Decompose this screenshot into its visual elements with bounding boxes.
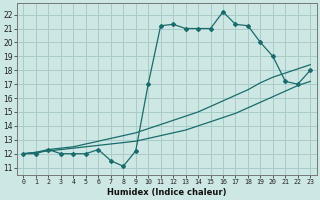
X-axis label: Humidex (Indice chaleur): Humidex (Indice chaleur) (107, 188, 227, 197)
